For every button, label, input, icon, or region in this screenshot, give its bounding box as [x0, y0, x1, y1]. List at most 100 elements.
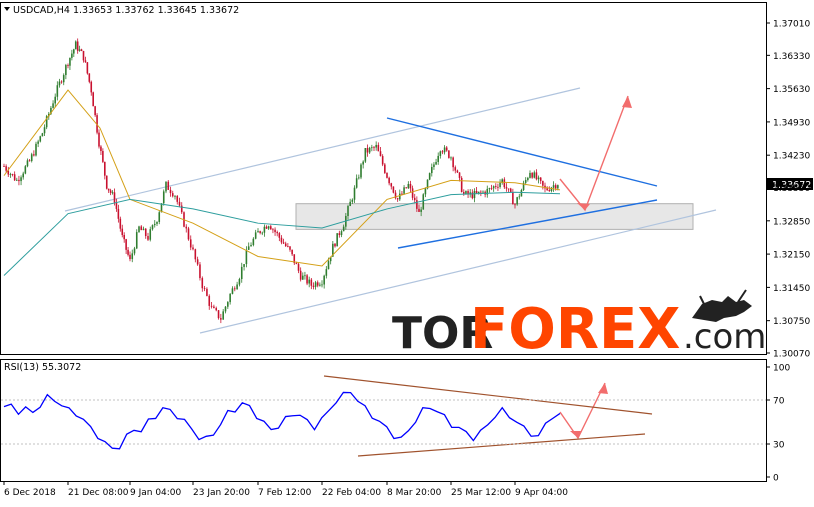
candle: [263, 224, 266, 237]
candle: [174, 194, 176, 200]
candle: [454, 165, 457, 174]
candle: [312, 282, 315, 290]
candle: [349, 198, 351, 207]
candle: [92, 91, 94, 107]
candle: [180, 202, 183, 215]
logo-forex: FOREX: [470, 297, 680, 362]
y-tick-label: 1.35630: [773, 85, 810, 95]
candle: [13, 171, 16, 181]
candle: [220, 313, 222, 324]
candle: [135, 229, 138, 250]
candle: [450, 156, 452, 161]
rsi-y-tick-label: 0: [773, 474, 779, 484]
candle: [314, 280, 317, 290]
candle: [458, 172, 461, 182]
candle: [41, 132, 44, 137]
candle: [512, 188, 514, 205]
rsi-y-tick-label: 30: [773, 441, 785, 451]
x-tick-label: 23 Jan 20:00: [193, 488, 250, 498]
candle: [518, 193, 521, 200]
candle: [396, 197, 399, 202]
candle: [424, 187, 427, 198]
candle: [119, 216, 122, 232]
bull-bear-icon: [692, 289, 752, 322]
ma-fast-line: [3, 89, 561, 267]
candle: [441, 150, 444, 155]
candle: [304, 271, 306, 280]
candle: [109, 188, 112, 196]
candle: [20, 175, 22, 186]
x-tick-label: 25 Mar 12:00: [451, 488, 511, 498]
forecast-arrowhead-price-up: [622, 96, 632, 108]
candle: [125, 238, 127, 255]
candle: [224, 306, 227, 314]
candle: [26, 158, 29, 168]
candle: [257, 228, 259, 233]
x-tick-label: 9 Jan 04:00: [130, 488, 182, 498]
candle: [456, 169, 459, 174]
candle: [360, 163, 362, 180]
axis-layer: 1.37010 1.36330 1.35630 1.34930 1.34230 1.335…: [3, 20, 810, 498]
candle: [537, 175, 540, 184]
candle: [342, 224, 345, 232]
candle: [117, 204, 120, 223]
candle: [100, 145, 102, 155]
forecast-arrowhead-rsi-down: [570, 431, 582, 438]
y-tick-label: 1.32150: [773, 251, 810, 261]
candle: [437, 152, 439, 165]
candle: [329, 256, 332, 265]
candle: [439, 150, 442, 159]
candle: [306, 274, 308, 286]
candle: [162, 189, 165, 206]
candle: [73, 48, 75, 57]
price-pane-frame: [0, 2, 767, 355]
symbol-dropdown-icon[interactable]: [4, 7, 10, 11]
candle: [452, 156, 454, 172]
candle: [353, 185, 356, 204]
candle: [443, 145, 446, 155]
logo-tor: TOR: [392, 308, 493, 359]
forecast-arrows: [559, 95, 632, 440]
symbol-header: USDCAD,H4 1.33653 1.33762 1.33645 1.3367…: [13, 5, 239, 16]
candle: [495, 183, 497, 190]
candle: [522, 180, 525, 192]
candle: [492, 185, 495, 192]
x-tick-label: 6 Dec 2018: [4, 488, 56, 498]
candle: [210, 301, 213, 309]
candle: [203, 285, 206, 292]
candle: [28, 158, 31, 162]
candle: [9, 172, 12, 178]
candle: [52, 100, 54, 109]
candles-layer: [3, 38, 559, 324]
candle: [334, 243, 336, 248]
y-tick-label: 1.30070: [773, 350, 810, 360]
candle: [7, 166, 10, 178]
y-tick-label: 1.36330: [773, 52, 810, 62]
candle: [194, 248, 197, 263]
current-price-text: 1.33672: [772, 180, 811, 191]
candle: [5, 164, 7, 173]
candle: [445, 145, 448, 152]
rsi-line: [3, 391, 561, 450]
candle: [69, 57, 71, 70]
candle: [546, 186, 548, 191]
candle: [379, 146, 382, 157]
rsi-pane-frame: [0, 359, 767, 482]
channel-layer: [64, 87, 717, 334]
candle: [422, 193, 425, 210]
candle: [151, 224, 154, 231]
candle: [105, 175, 108, 190]
candle: [187, 226, 190, 241]
x-tick-label: 22 Feb 04:00: [322, 488, 381, 498]
candle: [62, 73, 65, 86]
candle: [217, 309, 220, 320]
x-tick-label: 9 Apr 04:00: [515, 488, 568, 498]
candle: [460, 176, 463, 193]
candle: [270, 224, 272, 230]
candle: [37, 139, 39, 148]
candle: [71, 49, 73, 61]
candle: [340, 230, 343, 238]
candle: [351, 198, 354, 204]
candle: [54, 93, 56, 108]
